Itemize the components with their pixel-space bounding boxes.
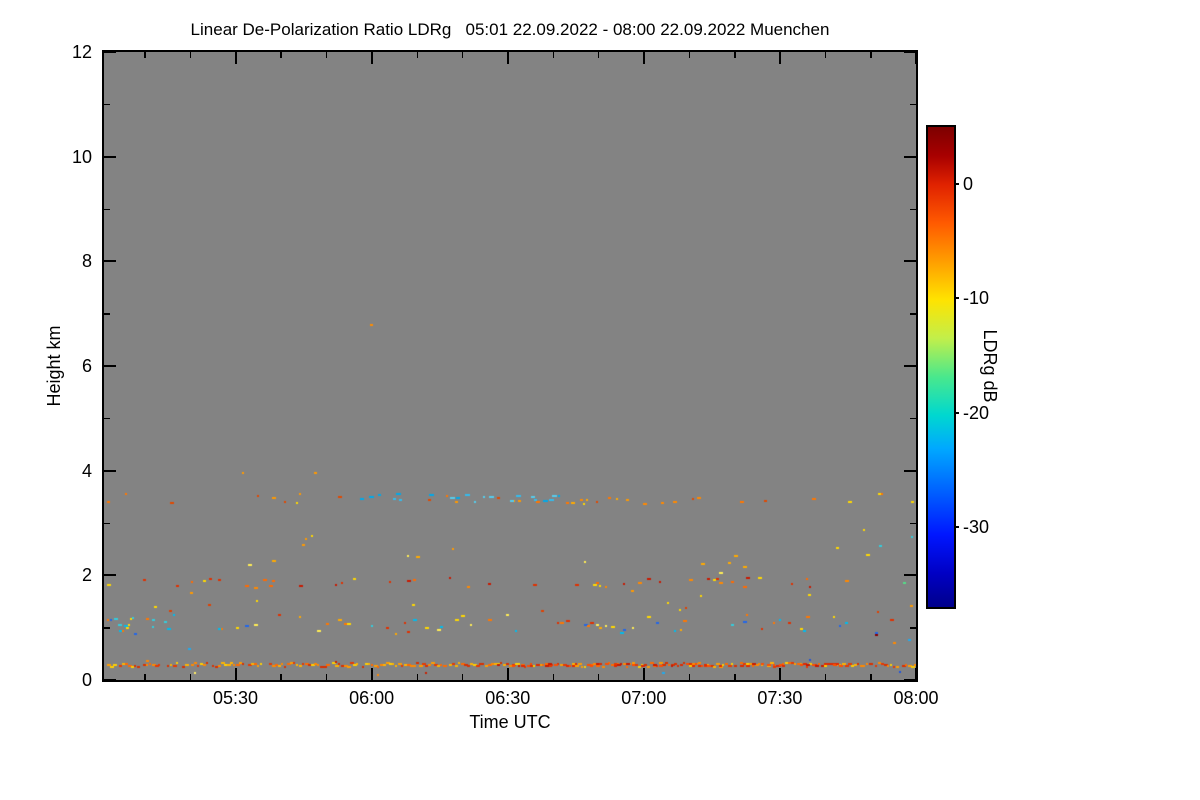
x-minor-tick [189,674,192,680]
y-major-tick [904,52,916,53]
x-minor-tick [144,52,146,58]
y-minor-tick [910,522,916,524]
x-major-tick [915,52,916,64]
y-minor-tick [910,313,916,315]
y-tick-label: 10 [71,146,92,167]
colorbar [926,125,956,609]
y-major-tick [904,365,916,367]
y-tick-label: 4 [81,460,92,481]
y-major-tick [104,155,116,158]
colorbar-tick-label: 0 [963,174,974,195]
x-minor-tick [552,674,555,680]
x-minor-tick [280,674,282,680]
x-minor-tick [597,52,600,58]
chart-title: Linear De-Polarization Ratio LDRg 05:01 … [190,20,830,39]
colorbar-gradient [928,127,954,607]
x-minor-tick [688,674,691,680]
y-minor-tick [104,313,110,315]
colorbar-tick-label: -20 [963,402,990,423]
x-tick-label: 07:30 [757,688,803,708]
x-minor-tick [824,52,827,58]
x-tick-label: 08:00 [893,688,939,708]
colorbar-tick [954,183,959,186]
colorbar-tick-label: -10 [963,288,990,309]
x-major-tick [642,668,645,680]
x-minor-tick [325,674,328,680]
y-minor-tick [104,103,110,106]
y-minor-tick [104,417,110,420]
y-minor-tick [910,103,916,106]
y-tick-label: 8 [81,251,92,272]
y-minor-tick [104,208,110,210]
x-minor-tick [824,674,827,680]
x-minor-tick [325,52,328,58]
colorbar-tick-label: -30 [963,517,990,537]
y-tick-label: 6 [81,356,92,376]
x-major-tick [778,52,781,64]
x-minor-tick [189,52,192,58]
x-tick-label: 07:00 [621,688,667,708]
speckle-canvas [104,52,916,680]
x-axis-title: Time UTC [469,712,551,732]
y-major-tick [104,52,116,53]
x-minor-tick [552,52,555,58]
plot-area [102,50,918,682]
y-minor-tick [104,522,110,524]
x-major-tick [506,52,509,64]
y-major-tick [104,574,116,577]
x-major-tick [234,52,237,64]
y-major-tick [104,365,116,367]
colorbar-tick [954,411,959,414]
y-tick-label: 12 [71,42,92,62]
y-major-tick [104,260,116,263]
y-minor-tick [910,627,916,629]
x-major-tick [370,52,373,64]
y-minor-tick [910,417,916,420]
colorbar-tick [954,297,959,300]
y-major-tick [904,574,916,577]
y-major-tick [904,469,916,472]
x-minor-tick [734,674,736,680]
x-minor-tick [461,674,464,680]
x-minor-tick [416,52,418,58]
y-minor-tick [104,627,110,629]
x-major-tick [506,668,509,680]
x-major-tick [642,52,645,64]
x-minor-tick [870,52,872,58]
y-major-tick [104,469,116,472]
x-minor-tick [688,52,691,58]
x-minor-tick [416,674,418,680]
x-minor-tick [870,674,872,680]
x-tick-label: 05:30 [213,688,259,708]
x-tick-label: 06:00 [349,688,395,708]
x-minor-tick [461,52,464,58]
colorbar-tick [954,526,959,528]
y-major-tick [904,260,916,263]
x-major-tick [915,668,916,680]
y-major-tick [104,679,116,680]
x-major-tick [370,668,373,680]
x-major-tick [778,668,781,680]
y-major-tick [904,155,916,158]
x-minor-tick [597,674,600,680]
x-major-tick [234,668,237,680]
x-minor-tick [280,52,282,58]
y-major-tick [904,679,916,680]
x-minor-tick [144,674,146,680]
y-minor-tick [910,208,916,210]
x-tick-label: 06:30 [485,688,531,708]
y-tick-label: 2 [81,565,92,586]
x-minor-tick [734,52,736,58]
y-tick-label: 0 [81,670,92,690]
